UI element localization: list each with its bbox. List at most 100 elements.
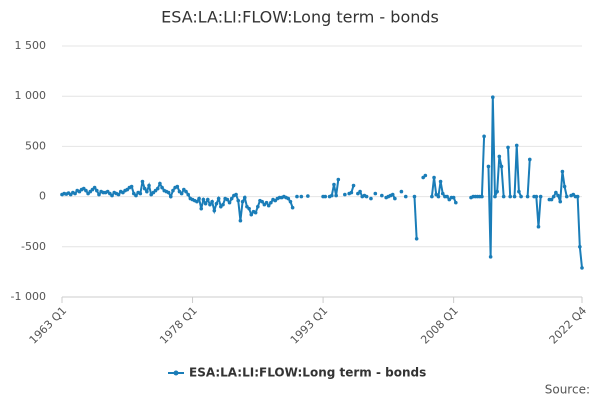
- point: [554, 190, 558, 195]
- point: [234, 192, 238, 197]
- point: [490, 95, 495, 100]
- point: [558, 199, 563, 204]
- line: [487, 97, 505, 257]
- point: [438, 179, 443, 184]
- point: [221, 202, 225, 207]
- point: [454, 200, 458, 205]
- source: Source:: [545, 383, 590, 397]
- point: [512, 194, 517, 199]
- point: [380, 193, 384, 198]
- point: [329, 193, 334, 198]
- point: [145, 189, 149, 194]
- point: [343, 192, 347, 197]
- point: [229, 196, 234, 201]
- point: [205, 197, 210, 202]
- point: [486, 164, 491, 169]
- point: [266, 203, 271, 208]
- legend-label: ESA:LA:LI:FLOW:Long term - bonds: [189, 366, 426, 380]
- point: [110, 193, 114, 198]
- point: [140, 179, 145, 184]
- point: [199, 206, 204, 211]
- x-tick-label: 1978 Q1: [157, 304, 200, 347]
- point: [480, 194, 484, 199]
- point: [364, 194, 369, 199]
- point: [412, 194, 417, 199]
- point: [549, 197, 554, 202]
- point: [129, 184, 134, 189]
- point: [399, 189, 404, 194]
- line: [470, 136, 486, 199]
- point: [147, 183, 151, 188]
- point: [236, 198, 241, 203]
- point: [84, 188, 88, 193]
- point: [212, 208, 217, 213]
- point: [214, 201, 219, 206]
- point: [216, 196, 221, 201]
- point: [393, 196, 397, 201]
- point: [551, 194, 556, 199]
- point: [168, 194, 173, 199]
- x-tick-label: 2022 Q4: [547, 304, 590, 347]
- point: [488, 255, 493, 259]
- point: [134, 193, 138, 198]
- point: [179, 191, 184, 196]
- line: [513, 145, 522, 197]
- point: [351, 183, 356, 188]
- point: [373, 191, 378, 196]
- y-tick-label: 0: [39, 190, 46, 203]
- point: [575, 194, 580, 199]
- point: [227, 200, 232, 205]
- x-tick-label: 2008 Q1: [418, 304, 461, 347]
- point: [519, 194, 523, 199]
- point: [240, 199, 245, 204]
- point: [499, 164, 504, 169]
- point: [116, 192, 121, 197]
- point: [336, 177, 341, 182]
- point: [323, 194, 328, 199]
- point: [560, 169, 565, 174]
- point: [295, 194, 299, 199]
- y-tick-label: 1 000: [15, 89, 47, 102]
- point: [332, 182, 336, 187]
- point: [260, 199, 264, 204]
- point: [369, 196, 373, 201]
- point: [264, 200, 269, 205]
- point: [166, 190, 171, 195]
- point: [138, 191, 143, 196]
- point: [160, 185, 164, 190]
- y-tick-label: -500: [21, 240, 46, 253]
- point: [253, 210, 258, 215]
- point: [299, 194, 304, 199]
- point: [249, 212, 254, 217]
- legend-swatch-dot: [173, 370, 179, 376]
- y-tick-label: 500: [25, 139, 46, 152]
- point: [562, 184, 567, 189]
- point: [556, 193, 560, 198]
- point: [73, 191, 77, 196]
- point: [286, 196, 291, 201]
- point: [564, 194, 569, 199]
- line: [413, 196, 418, 239]
- point: [208, 202, 212, 207]
- point: [186, 192, 190, 197]
- point: [495, 189, 499, 194]
- point: [238, 218, 243, 223]
- point: [514, 143, 519, 148]
- point: [517, 189, 521, 194]
- point: [527, 157, 532, 162]
- point: [210, 199, 214, 204]
- point: [288, 199, 293, 204]
- x-tick-label: 1993 Q1: [288, 304, 331, 347]
- line: [570, 193, 583, 268]
- point: [390, 192, 395, 197]
- line: [507, 147, 512, 197]
- point: [290, 205, 295, 210]
- point: [358, 189, 362, 194]
- point: [334, 193, 338, 198]
- point: [225, 197, 230, 202]
- point: [432, 175, 436, 180]
- point: [445, 194, 449, 199]
- point: [195, 199, 199, 204]
- point: [482, 134, 486, 139]
